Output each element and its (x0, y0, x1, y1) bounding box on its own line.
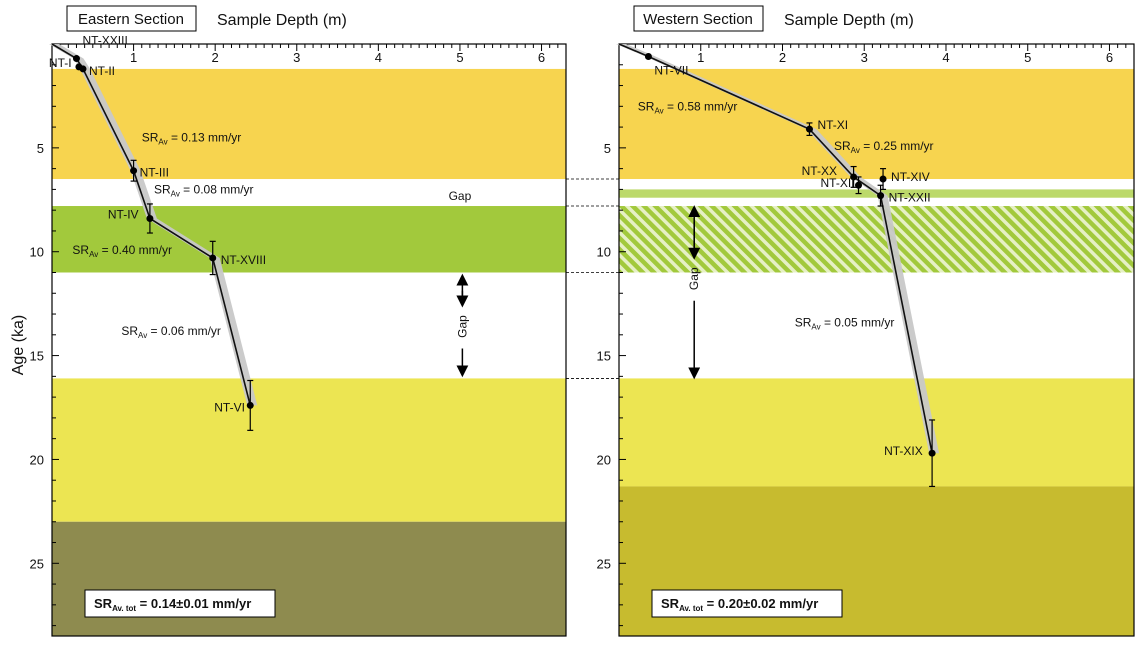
sample-point (130, 167, 138, 175)
sample-point (877, 192, 885, 200)
sample-point (855, 181, 863, 189)
x-tick-label: 1 (130, 50, 137, 65)
sample-label: NT-II (89, 64, 115, 78)
sample-label: NT-XVIII (221, 253, 266, 267)
gap-label: Gap (455, 315, 469, 338)
sample-point (209, 254, 217, 262)
sample-point (146, 214, 154, 222)
section-title: Eastern Section (78, 11, 184, 28)
x-tick-label: 4 (375, 50, 382, 65)
y-axis-label: Age (ka) (10, 315, 27, 375)
sample-point (72, 55, 80, 63)
y-tick-label: 10 (597, 245, 611, 260)
total-rate: SRAv. tot = 0.14±0.01 mm/yr (94, 596, 251, 613)
rate-annotation: SRAv = 0.13 mm/yr (142, 131, 242, 147)
rate-annotation: SRAv = 0.06 mm/yr (121, 324, 221, 340)
sample-label: NT-I (49, 56, 72, 70)
total-rate: SRAv. tot = 0.20±0.02 mm/yr (661, 596, 818, 613)
rate-annotation: SRAv = 0.58 mm/yr (638, 99, 738, 115)
y-tick-label: 10 (30, 245, 44, 260)
age-band (619, 206, 1134, 273)
age-band (52, 68, 566, 180)
rate-annotation: SRAv = 0.05 mm/yr (795, 315, 895, 331)
x-tick-label: 6 (1106, 50, 1113, 65)
sample-point (850, 173, 858, 181)
age-band (619, 378, 1134, 487)
y-tick-label: 20 (597, 452, 611, 467)
plot-frame (618, 43, 1135, 637)
panel-western: 1 2 3 4 5 6 5 10 15 20 25 Western Section Sample Dep… (597, 5, 1135, 637)
y-tick-label: 25 (597, 556, 611, 571)
y-tick-label: 5 (37, 141, 44, 156)
sample-label: NT-XX (802, 164, 837, 178)
x-tick-label: 6 (538, 50, 545, 65)
age-band (52, 378, 566, 522)
x-tick-label: 2 (779, 50, 786, 65)
age-depth-line (618, 43, 933, 454)
x-tick-label: 5 (456, 50, 463, 65)
rate-annotation: SRAv = 0.08 mm/yr (154, 183, 254, 199)
gap-label: Gap (449, 189, 472, 203)
age-band (52, 206, 566, 273)
sample-label: NT-XII (821, 176, 855, 190)
x-tick-label: 5 (1024, 50, 1031, 65)
x-tick-label: 3 (861, 50, 868, 65)
sample-point (79, 65, 87, 73)
section-title-box (633, 5, 764, 32)
sample-point (644, 52, 652, 60)
gap-label: Gap (687, 267, 701, 290)
rate-annotation: SRAv = 0.25 mm/yr (834, 139, 934, 155)
panel-eastern: 1 2 3 4 5 6 5 10 15 20 25 Eastern Section Sample Dep… (30, 5, 567, 637)
x-axis-label: Sample Depth (m) (784, 12, 914, 29)
x-tick-label: 4 (942, 50, 949, 65)
total-rate-box (84, 589, 276, 618)
sample-point (928, 449, 936, 457)
x-tick-label: 3 (293, 50, 300, 65)
rate-annotation: SRAv = 0.40 mm/yr (72, 243, 172, 259)
age-band (619, 68, 1134, 180)
y-tick-label: 25 (30, 556, 44, 571)
sample-label: NT-III (140, 166, 169, 180)
sample-label: NT-XXII (889, 191, 931, 205)
sample-label: NT-XIV (891, 170, 930, 184)
plot-frame (51, 43, 567, 637)
sample-label: NT-XXIII (82, 34, 127, 48)
age-band (52, 521, 566, 636)
x-tick-label: 2 (212, 50, 219, 65)
y-tick-label: 5 (604, 141, 611, 156)
x-tick-label: 1 (697, 50, 704, 65)
section-title: Western Section (643, 11, 753, 28)
sample-label: NT-XIX (884, 444, 923, 458)
section-title-box (66, 5, 197, 32)
sample-point (879, 175, 887, 183)
total-rate-box (651, 589, 843, 618)
sample-label: NT-XI (817, 118, 848, 132)
sample-label: NT-VII (654, 63, 688, 77)
sample-label: NT-IV (108, 207, 139, 221)
y-tick-label: 20 (30, 452, 44, 467)
x-axis-label: Sample Depth (m) (217, 12, 347, 29)
sample-point (246, 401, 254, 409)
sample-point (805, 125, 813, 133)
sample-label: NT-VI (214, 400, 245, 414)
y-tick-label: 15 (30, 349, 44, 364)
y-tick-label: 15 (597, 349, 611, 364)
